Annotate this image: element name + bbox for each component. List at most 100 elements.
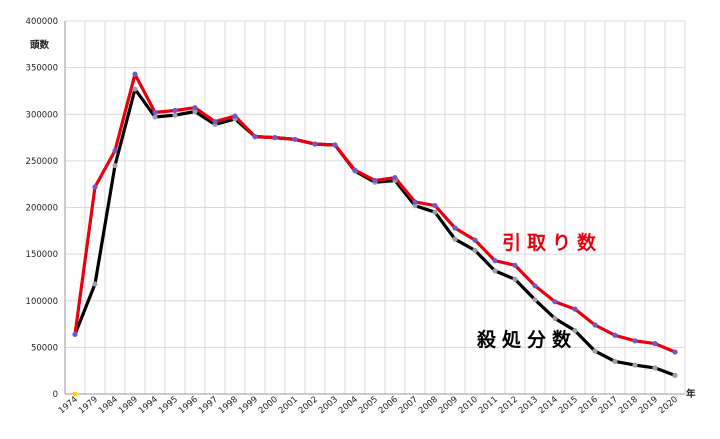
x-tick-label: 1999	[237, 395, 260, 417]
data-point	[312, 141, 318, 147]
x-tick-label: 2014	[537, 395, 560, 417]
data-point	[412, 199, 418, 205]
data-point	[152, 114, 158, 120]
y-tick-label: 350000	[26, 64, 58, 74]
x-tick-label: 2006	[377, 395, 400, 417]
data-point	[272, 134, 278, 141]
y-tick-label: 50000	[31, 343, 58, 353]
x-tick-label: 1994	[137, 395, 160, 417]
x-tick-label: 1995	[157, 395, 180, 417]
data-point	[412, 203, 418, 209]
x-tick-label: 1989	[117, 395, 140, 417]
x-tick-label: 2001	[277, 395, 300, 417]
data-point	[292, 136, 298, 143]
data-point	[252, 134, 258, 140]
data-point	[232, 113, 238, 119]
x-tick-label: 2018	[617, 395, 640, 417]
x-tick-label: 2003	[317, 395, 340, 417]
data-point	[332, 142, 338, 148]
y-tick-label: 300000	[26, 110, 58, 120]
data-point	[172, 107, 178, 114]
x-tick-label: 1996	[177, 395, 200, 417]
data-point	[152, 109, 158, 115]
x-tick-label: 2008	[417, 395, 440, 417]
x-tick-label: 2019	[637, 395, 660, 417]
x-tick-label: 2000	[257, 395, 280, 417]
data-point	[612, 358, 618, 364]
x-tick-label: 2005	[357, 395, 380, 417]
data-point	[532, 297, 538, 303]
data-point	[132, 71, 138, 77]
x-tick-label: 2012	[497, 395, 520, 417]
x-tick-label: 2002	[297, 395, 320, 417]
y-tick-label: 0	[53, 390, 58, 400]
data-point	[452, 225, 458, 231]
x-tick-label: 2020	[657, 395, 680, 417]
x-tick-label: 2010	[457, 395, 480, 417]
x-tick-label: 1998	[217, 395, 240, 417]
x-axis-label: 年	[686, 388, 696, 400]
y-tick-label: 150000	[26, 250, 58, 260]
data-point	[92, 281, 98, 287]
data-point	[112, 162, 118, 169]
x-tick-label: 1984	[97, 395, 120, 417]
data-point	[532, 283, 538, 289]
data-point	[472, 247, 478, 253]
origin-marker	[72, 391, 78, 397]
y-tick-label: 400000	[26, 17, 58, 27]
x-tick-label: 2009	[437, 395, 460, 417]
x-tick-label: 1974	[57, 395, 80, 417]
x-tick-label: 2016	[577, 395, 600, 417]
data-point	[392, 175, 398, 181]
data-point	[132, 86, 138, 92]
y-axis-label: 頭数	[30, 39, 50, 51]
data-point	[592, 322, 598, 328]
data-point	[372, 177, 378, 184]
data-point	[452, 236, 458, 242]
data-point	[432, 203, 438, 209]
y-tick-label: 100000	[26, 297, 58, 307]
data-point	[552, 315, 558, 322]
x-tick-label: 2004	[337, 395, 360, 417]
data-point	[492, 268, 498, 274]
data-point	[352, 167, 358, 173]
series-label-hikitori: 引取り数	[502, 231, 602, 254]
data-point	[652, 365, 658, 371]
data-point	[112, 148, 118, 154]
x-tick-label: 2015	[557, 395, 580, 417]
x-axis-tick-labels: 1974197919841989199419951996199719981999…	[57, 395, 680, 417]
data-point	[472, 237, 478, 243]
x-tick-label: 2017	[597, 395, 620, 417]
data-point	[672, 349, 678, 355]
data-point	[632, 362, 638, 368]
data-point	[192, 105, 198, 111]
data-point	[92, 184, 98, 190]
data-point	[172, 112, 178, 118]
data-point	[572, 306, 578, 312]
x-tick-label: 2011	[477, 395, 500, 417]
data-point	[612, 332, 618, 338]
y-tick-label: 200000	[26, 204, 58, 214]
data-point	[632, 338, 638, 344]
gridlines	[64, 20, 686, 394]
series-markers	[72, 71, 678, 397]
data-point	[512, 262, 518, 268]
x-tick-label: 2007	[397, 395, 420, 417]
data-point	[512, 276, 518, 282]
data-point	[212, 119, 218, 125]
data-point	[192, 108, 198, 115]
x-tick-label: 2013	[517, 395, 540, 417]
data-point	[492, 258, 498, 264]
y-axis-tick-labels: 0 50000 100000 150000 200000 250000 300000 3500…	[26, 17, 58, 400]
data-point	[552, 299, 558, 305]
y-tick-label: 250000	[26, 157, 58, 167]
axes	[64, 21, 685, 395]
data-point	[72, 331, 78, 337]
data-point	[652, 341, 658, 347]
x-tick-label: 1997	[197, 395, 220, 417]
x-tick-label: 1979	[77, 395, 100, 417]
data-point	[432, 209, 438, 215]
data-point	[572, 327, 578, 334]
data-point	[592, 348, 598, 354]
